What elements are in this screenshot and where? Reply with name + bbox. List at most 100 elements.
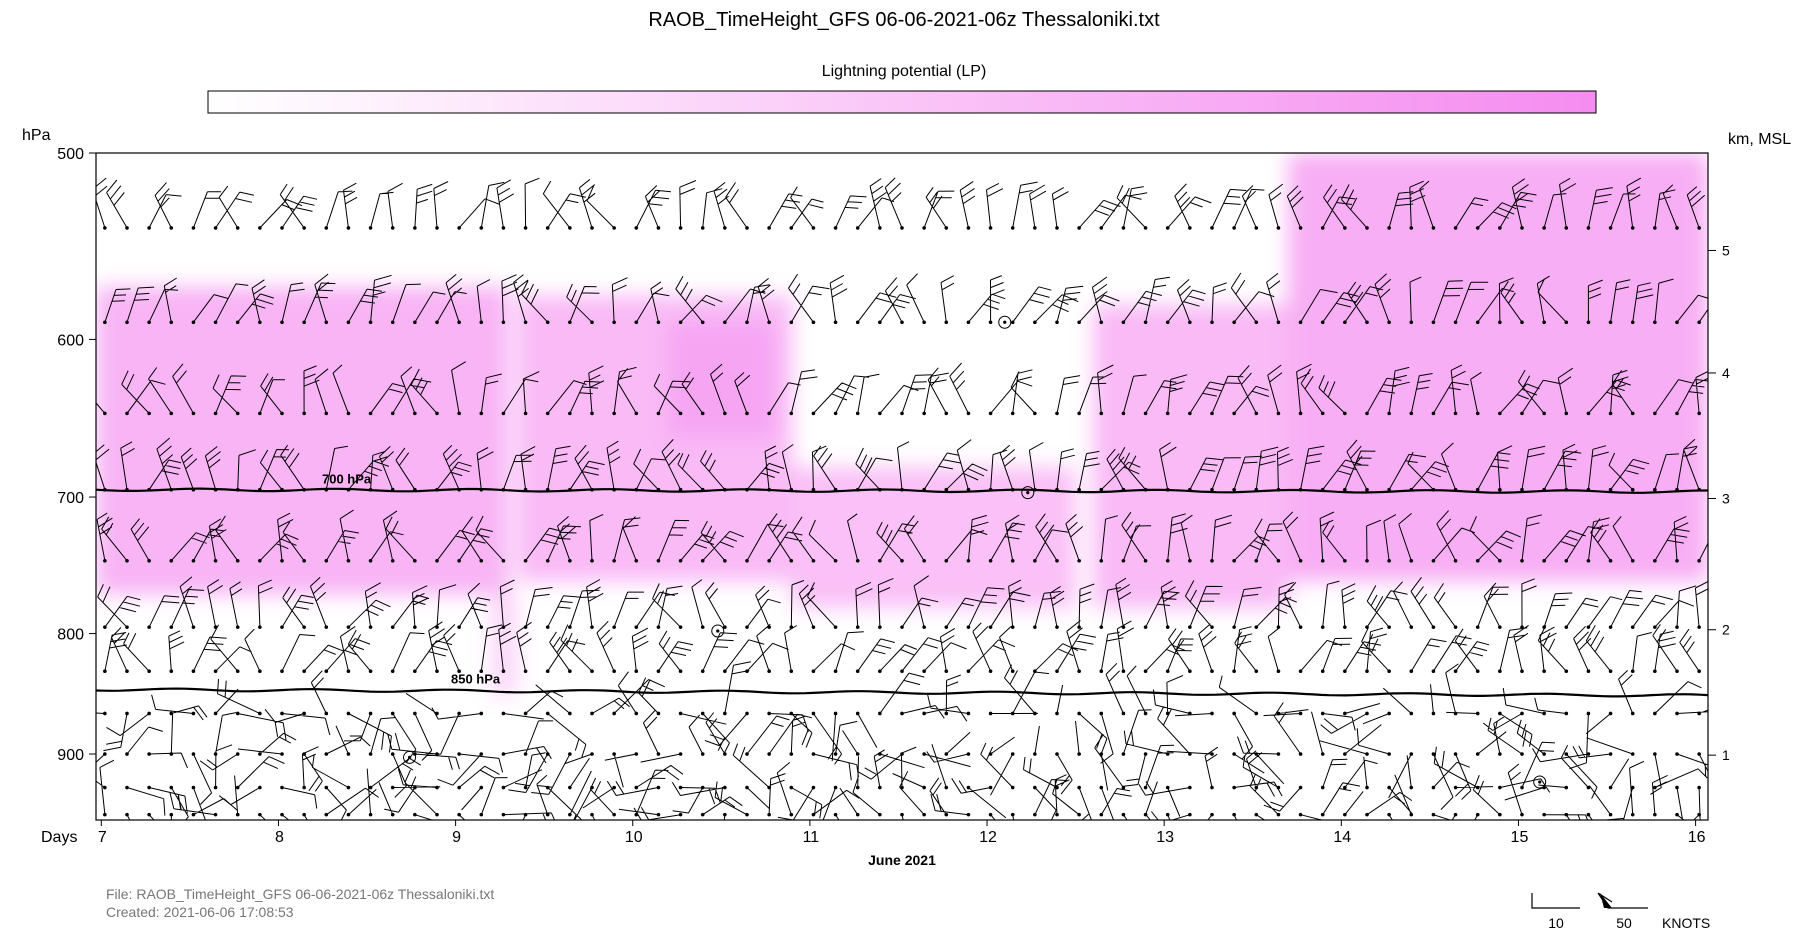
wind-barb-station <box>125 669 129 674</box>
x-tick-label: 15 <box>1511 829 1529 846</box>
lp-region-1 <box>491 594 518 696</box>
wind-barb-station <box>1099 320 1104 325</box>
wind-barb-station <box>1453 785 1458 790</box>
wind-barb-station <box>1276 226 1281 230</box>
wind-barb-station <box>479 669 484 674</box>
wind-barb-station <box>1232 669 1236 674</box>
wind-barb-station <box>1077 752 1081 756</box>
wind-barb-station <box>169 812 174 817</box>
wind-barb-station <box>302 320 306 325</box>
wind-barb-station <box>1099 558 1104 563</box>
wind-barb-station <box>988 711 993 716</box>
barb-scale-legend: 10 50 KNOTS <box>1531 892 1710 931</box>
calm-wind-dot <box>1026 491 1030 495</box>
wind-barb-station <box>1409 558 1414 563</box>
wind-barb-station <box>390 320 395 325</box>
pressure-line-label: 700 hPa <box>322 472 372 487</box>
wind-barb-station <box>966 812 971 817</box>
wind-barb-station <box>612 669 616 674</box>
wind-barb-station <box>966 752 971 756</box>
wind-barb-station <box>523 785 528 790</box>
wind-barb-station <box>413 226 417 230</box>
wind-barb-station <box>656 752 661 756</box>
wind-barb-station <box>612 320 616 325</box>
wind-barb-station <box>1298 812 1303 817</box>
wind-barb-station <box>1188 558 1192 563</box>
wind-barb-station <box>1586 752 1591 756</box>
wind-barb-station <box>346 752 351 756</box>
chart-title: RAOB_TimeHeight_GFS 06-06-2021-06z Thess… <box>648 9 1160 31</box>
wind-barb-station <box>1121 669 1126 674</box>
wind-barb-station <box>1365 752 1369 756</box>
wind-barb-station <box>789 669 794 674</box>
wind-barb-station <box>302 785 306 790</box>
wind-barb-station <box>1675 558 1679 563</box>
wind-barb-station <box>1520 669 1524 674</box>
wind-barb-station <box>1254 558 1259 563</box>
wind-barb-station <box>723 812 727 817</box>
x-axis-sublabel: June 2021 <box>868 852 936 868</box>
y-right-ticks: 5 4 3 2 1 <box>1708 242 1730 763</box>
wind-barb-station <box>855 711 860 716</box>
wind-barb-station <box>258 320 262 325</box>
wind-barb-station <box>855 785 860 790</box>
y-right-tick-label: 5 <box>1722 242 1730 258</box>
wind-barb-station <box>103 558 107 563</box>
wind-barb-station <box>1365 558 1369 563</box>
wind-barb-station <box>767 320 771 325</box>
wind-barb-station <box>700 669 705 674</box>
wind-barb-station <box>435 669 439 674</box>
wind-barb-station <box>280 558 284 563</box>
wind-barb-station <box>1165 669 1170 674</box>
colorbar <box>207 90 1597 114</box>
barb-scale-unit: KNOTS <box>1662 915 1710 931</box>
y-left-tick-label: 900 <box>57 747 84 764</box>
wind-barb-station <box>700 752 705 756</box>
lp-region-4 <box>668 322 775 437</box>
wind-barb-station <box>280 669 284 674</box>
wind-barb-station <box>966 711 971 716</box>
wind-barb-station <box>1210 320 1214 325</box>
calm-wind-circle <box>998 315 1012 329</box>
wind-barb-station <box>944 669 949 674</box>
wind-barb-station <box>1033 752 1037 756</box>
wind-barb-station <box>1586 711 1591 716</box>
wind-barb-station <box>368 711 373 716</box>
wind-barb-station <box>656 558 661 563</box>
wind-barb-station <box>1343 711 1347 716</box>
wind-barb-station <box>501 669 506 674</box>
wind-barb-station <box>501 226 506 230</box>
wind-barb-station <box>1653 669 1657 674</box>
y-left-tick-label: 600 <box>57 332 84 349</box>
wind-barb-station <box>1121 558 1126 563</box>
wind-barb-station <box>1409 785 1414 790</box>
wind-barb-station <box>1077 487 1081 492</box>
pressure-line <box>95 487 1708 494</box>
wind-barb-station <box>1387 558 1391 563</box>
wind-barb-station <box>1210 558 1214 563</box>
wind-barb-station <box>590 558 594 563</box>
x-tick-label: 9 <box>452 829 461 846</box>
y-left-ticks: 500 600 700 800 900 <box>57 146 96 764</box>
wind-barb-station <box>1232 711 1236 716</box>
wind-barb-station <box>191 669 196 674</box>
wind-barb-station <box>324 752 329 756</box>
wind-barb-station <box>1099 669 1104 674</box>
wind-barb-station <box>213 320 218 325</box>
wind-barb-station <box>634 226 639 230</box>
wind-barb-station <box>1188 320 1192 325</box>
wind-barb-station <box>479 320 484 325</box>
wind-barb-station <box>833 226 838 230</box>
wind-barb-station <box>413 812 417 817</box>
wind-barb-station <box>302 711 306 716</box>
barb-scale-50-label: 50 <box>1616 915 1632 931</box>
wind-barb-strokes <box>96 177 1708 820</box>
calm-wind-dot <box>1003 320 1007 324</box>
wind-barb-station <box>368 226 373 230</box>
wind-barb-station <box>1542 320 1546 325</box>
wind-barb-station <box>501 320 506 325</box>
plot-frame <box>95 152 1709 821</box>
wind-barb-station <box>833 752 838 756</box>
x-axis-label: Days <box>41 829 77 846</box>
